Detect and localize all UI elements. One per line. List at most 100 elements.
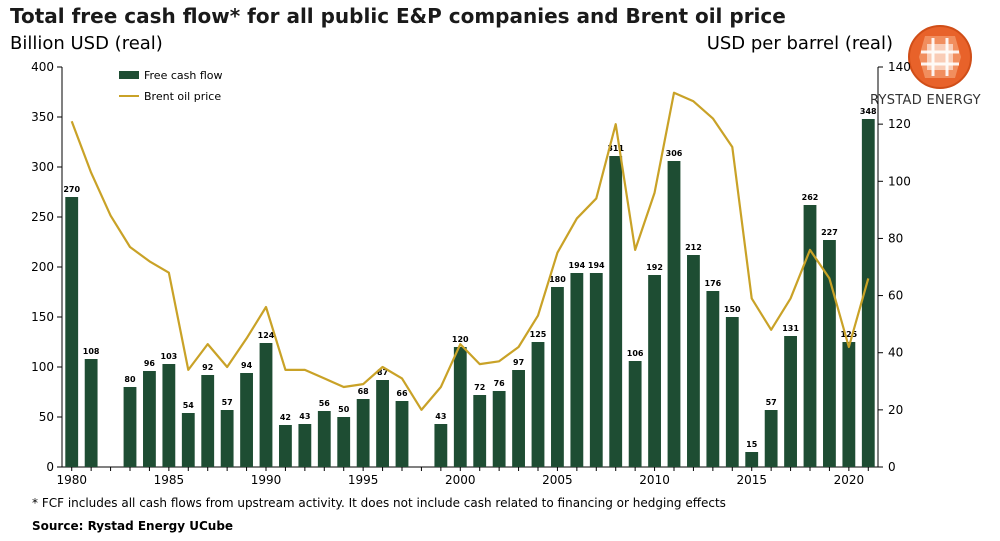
bar-fcf-2009 xyxy=(628,361,642,467)
right-axis-tick-label: 60 xyxy=(888,289,903,303)
bar-value-label-2001: 72 xyxy=(474,383,485,392)
bar-fcf-1983 xyxy=(123,387,137,467)
bar-fcf-2012 xyxy=(687,255,700,467)
bar-value-label-1993: 56 xyxy=(319,399,331,408)
bar-value-label-2003: 97 xyxy=(513,358,524,367)
bar-fcf-1989 xyxy=(240,373,253,467)
legend-swatch-fcf xyxy=(119,71,139,79)
bar-value-label-2020: 125 xyxy=(841,330,858,339)
bar-value-label-2019: 227 xyxy=(821,228,838,237)
bar-fcf-1995 xyxy=(356,399,370,467)
bar-fcf-1987 xyxy=(201,375,215,467)
bar-fcf-2007 xyxy=(589,273,603,467)
bar-value-label-2011: 306 xyxy=(666,149,683,158)
bar-value-label-1991: 42 xyxy=(280,413,291,422)
bar-value-label-1989: 94 xyxy=(241,361,253,370)
bar-value-label-1994: 50 xyxy=(338,405,350,414)
bar-fcf-1999 xyxy=(434,424,448,467)
left-axis-tick-label: 250 xyxy=(31,210,54,224)
bar-value-label-2006: 194 xyxy=(569,261,586,270)
left-axis-tick-label: 0 xyxy=(46,460,54,474)
bar-fcf-2003 xyxy=(512,370,525,467)
bar-value-label-1999: 43 xyxy=(435,412,446,421)
right-axis-unit: USD per barrel (real) xyxy=(706,33,893,54)
bar-fcf-2004 xyxy=(531,342,545,467)
bar-value-label-2002: 76 xyxy=(494,379,506,388)
left-axis-tick-label: 150 xyxy=(31,310,54,324)
bar-value-label-2010: 192 xyxy=(646,263,663,272)
x-axis-tick-label: 1990 xyxy=(251,473,282,487)
bar-value-label-1987: 92 xyxy=(202,363,213,372)
bar-value-label-1995: 68 xyxy=(358,387,370,396)
bar-value-label-2016: 57 xyxy=(766,398,777,407)
bar-value-label-2018: 262 xyxy=(802,193,819,202)
bar-value-label-2004: 125 xyxy=(530,330,547,339)
right-axis-tick-label: 40 xyxy=(888,346,903,360)
right-axis-tick-label: 100 xyxy=(888,174,911,188)
bar-value-label-1981: 108 xyxy=(83,347,100,356)
left-axis-tick-label: 50 xyxy=(39,410,54,424)
bar-value-label-2017: 131 xyxy=(782,324,799,333)
bar-fcf-1997 xyxy=(395,401,409,467)
bar-value-label-1983: 80 xyxy=(124,375,136,384)
left-axis-unit: Billion USD (real) xyxy=(10,33,163,54)
bar-fcf-2017 xyxy=(784,336,797,467)
bar-fcf-1992 xyxy=(298,424,312,467)
x-axis-tick-label: 2015 xyxy=(736,473,767,487)
bar-fcf-1988 xyxy=(220,410,234,467)
bar-fcf-1996 xyxy=(376,380,389,467)
bar-fcf-1981 xyxy=(84,359,98,467)
bar-fcf-2019 xyxy=(823,240,836,467)
bar-fcf-2011 xyxy=(667,161,681,467)
left-axis-tick-label: 350 xyxy=(31,110,54,124)
bar-fcf-2016 xyxy=(764,410,778,467)
bar-value-label-1980: 270 xyxy=(63,185,80,194)
bar-fcf-2000 xyxy=(453,347,467,467)
bar-fcf-2006 xyxy=(570,273,584,467)
bar-fcf-2005 xyxy=(551,287,564,467)
x-axis-tick-label: 2000 xyxy=(445,473,476,487)
legend-label-fcf: Free cash flow xyxy=(144,69,222,82)
right-axis-tick-label: 120 xyxy=(888,117,911,131)
bar-value-label-1986: 54 xyxy=(183,401,195,410)
bar-fcf-2001 xyxy=(473,395,487,467)
bar-value-label-1985: 103 xyxy=(161,352,178,361)
x-axis-tick-label: 1995 xyxy=(348,473,379,487)
right-axis-tick-label: 0 xyxy=(888,460,896,474)
x-axis-tick-label: 2020 xyxy=(834,473,865,487)
bar-fcf-2008 xyxy=(609,156,623,467)
bar-fcf-1991 xyxy=(279,425,292,467)
left-axis-tick-label: 300 xyxy=(31,160,54,174)
bar-fcf-1993 xyxy=(317,411,331,467)
legend-label-brent: Brent oil price xyxy=(144,90,221,103)
source-note: Source: Rystad Energy UCube xyxy=(32,519,234,533)
left-axis-tick-label: 400 xyxy=(31,60,54,74)
x-axis-tick-label: 1980 xyxy=(56,473,87,487)
bar-fcf-2013 xyxy=(706,291,720,467)
left-axis-tick-label: 100 xyxy=(31,360,54,374)
bar-value-label-1988: 57 xyxy=(222,398,233,407)
bar-value-label-2005: 180 xyxy=(549,275,566,284)
bar-fcf-1986 xyxy=(181,413,195,467)
bar-value-label-2012: 212 xyxy=(685,243,702,252)
bar-fcf-2020 xyxy=(842,342,856,467)
bar-fcf-2021 xyxy=(861,119,875,467)
right-axis-tick-label: 20 xyxy=(888,403,903,417)
x-axis-tick-label: 2005 xyxy=(542,473,573,487)
bar-value-label-2013: 176 xyxy=(705,279,722,288)
rystad-logo-icon xyxy=(905,22,975,92)
bar-fcf-2018 xyxy=(803,205,817,467)
bar-fcf-2002 xyxy=(492,391,506,467)
bar-value-label-2007: 194 xyxy=(588,261,605,270)
bar-fcf-1980 xyxy=(65,197,79,467)
right-axis-tick-label: 80 xyxy=(888,231,903,245)
bar-value-label-2009: 106 xyxy=(627,349,644,358)
bar-value-label-1996: 87 xyxy=(377,368,388,377)
bar-value-label-1984: 96 xyxy=(144,359,156,368)
bar-fcf-2010 xyxy=(648,275,661,467)
bar-fcf-1985 xyxy=(162,364,176,467)
logo-wordmark: RYSTAD ENERGY xyxy=(870,93,981,108)
bar-value-label-2021: 348 xyxy=(860,107,877,116)
bar-value-label-2008: 311 xyxy=(607,144,624,153)
